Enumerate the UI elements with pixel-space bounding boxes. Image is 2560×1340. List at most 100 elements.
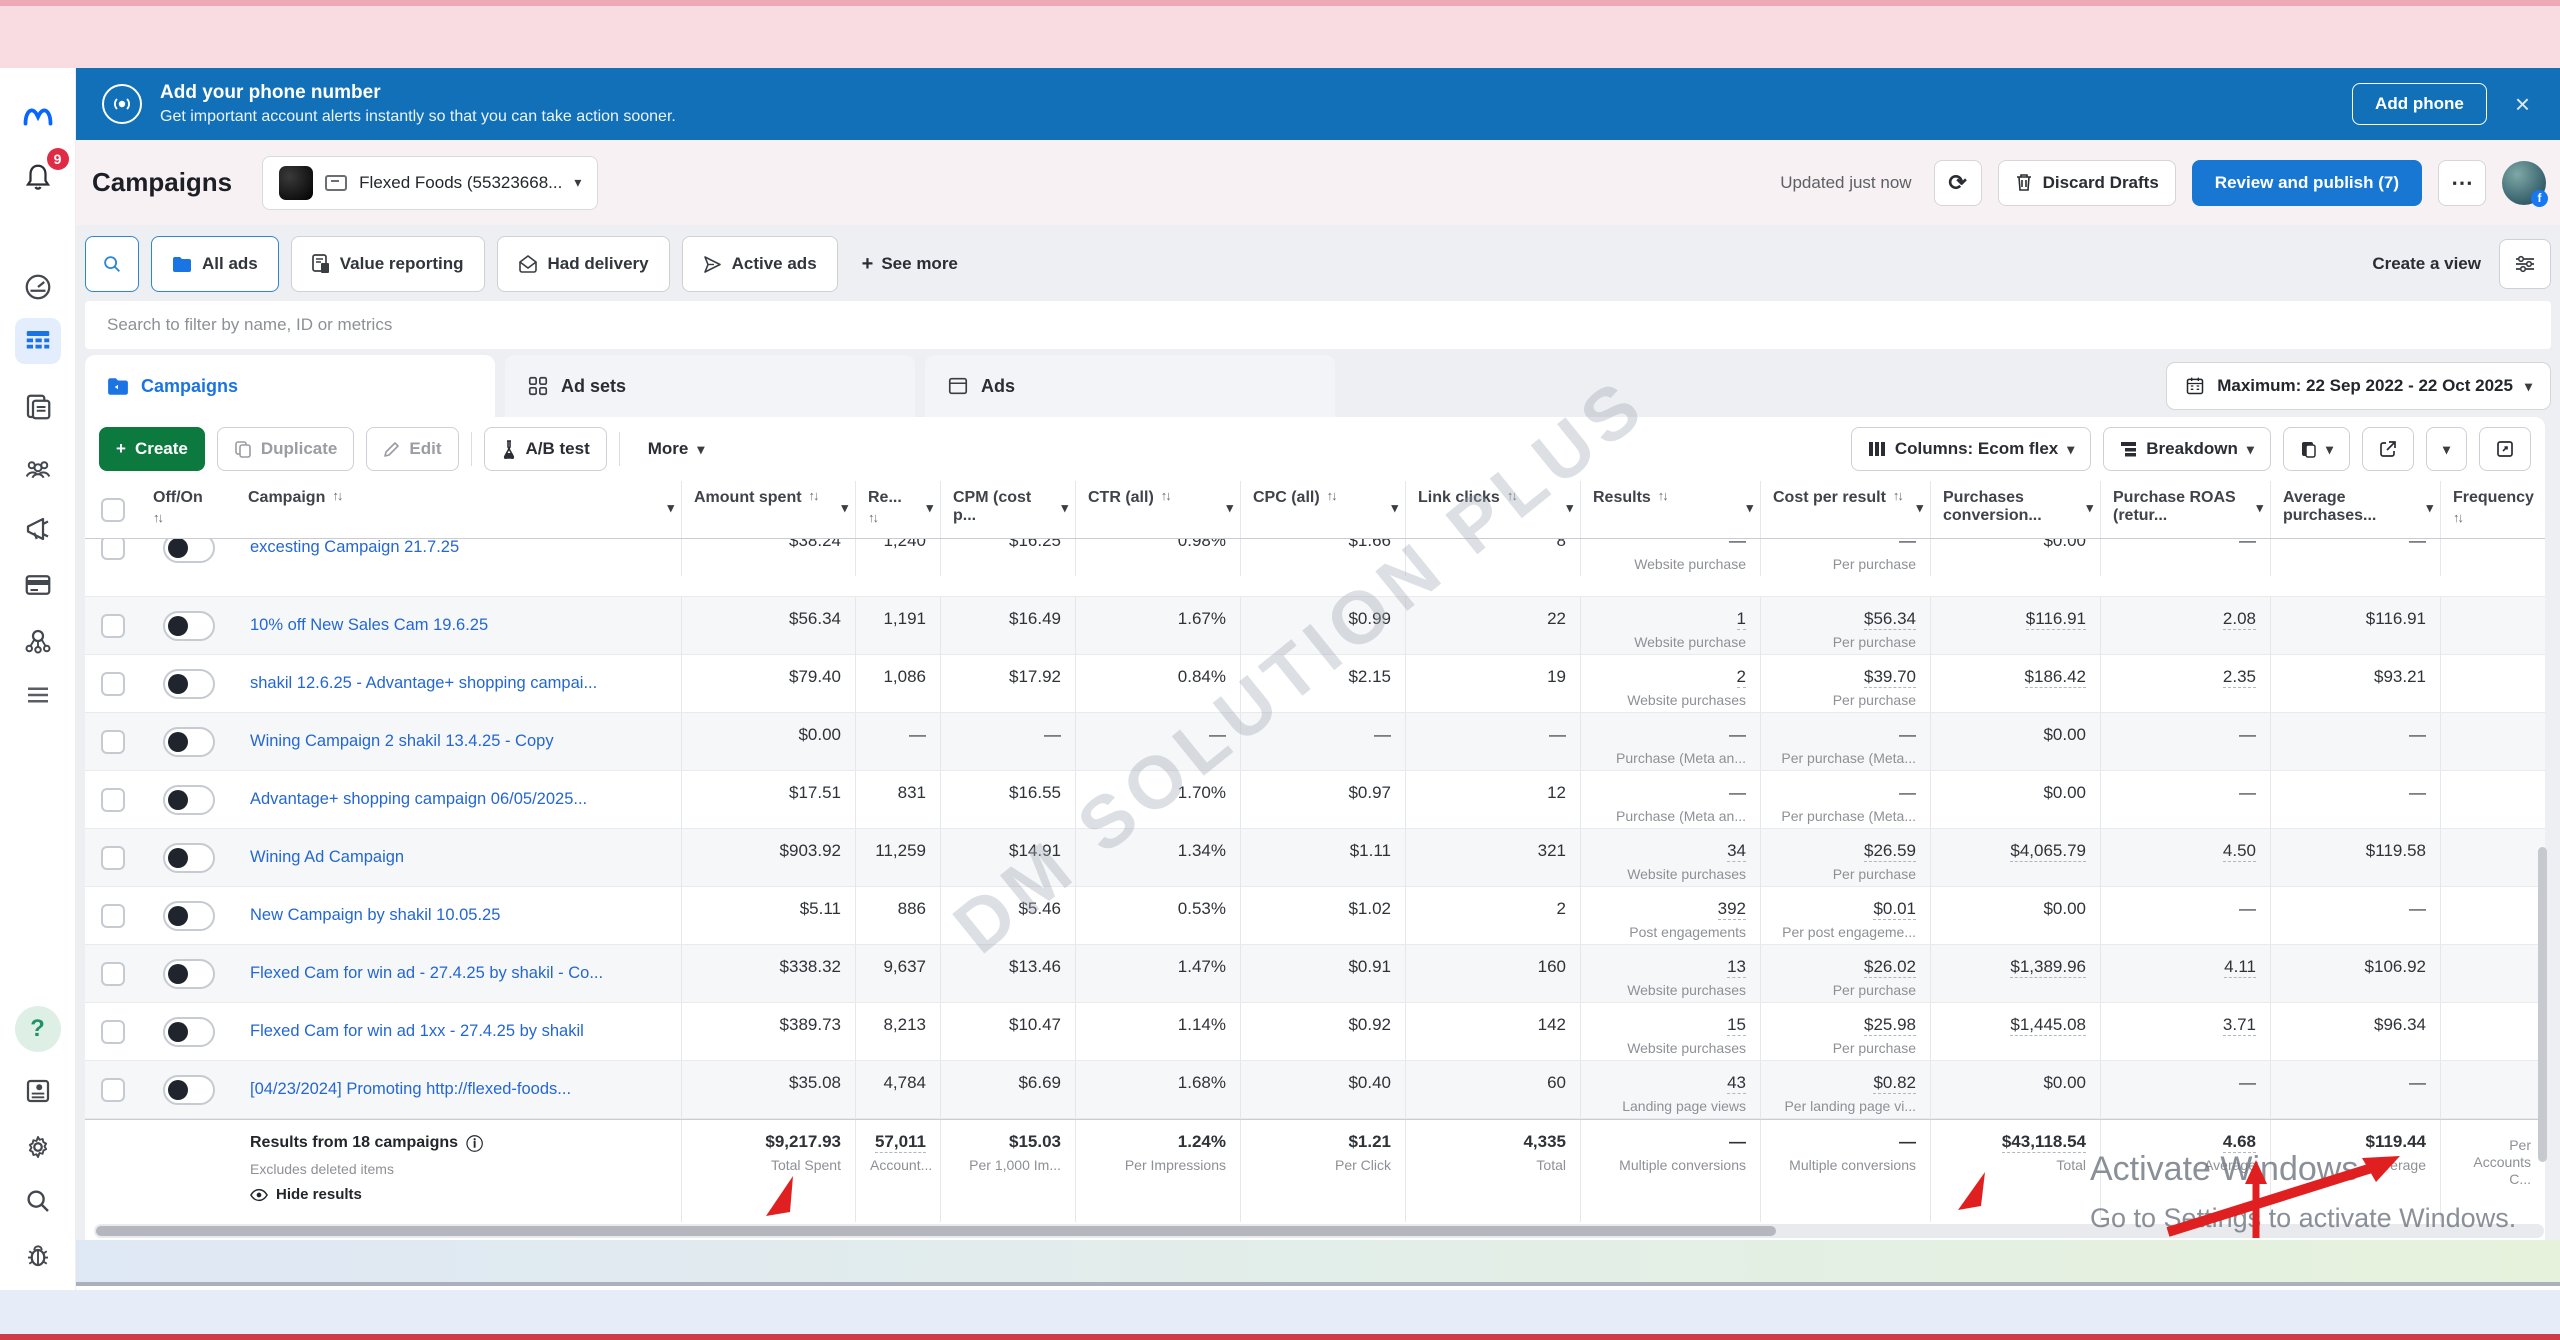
column-menu-caret-icon[interactable]: ▾ [926,501,933,516]
column-menu-caret-icon[interactable]: ▾ [1916,501,1923,516]
filter-chip-all-ads[interactable]: All ads [151,236,279,292]
column-menu-caret-icon[interactable]: ▾ [1226,501,1233,516]
toggle-switch[interactable] [163,539,215,563]
campaign-link[interactable]: excesting Campaign 21.7.25 [250,539,459,557]
column-header-purch[interactable]: Purchases conversion...▾ [1930,481,2100,538]
row-checkbox[interactable] [85,539,141,576]
column-header-results[interactable]: Results↑↓▾ [1580,481,1760,538]
column-menu-caret-icon[interactable]: ▾ [2086,501,2093,516]
campaign-link[interactable]: [04/23/2024] Promoting http://flexed-foo… [250,1080,571,1099]
tab-ads[interactable]: Ads [925,355,1335,417]
more-button[interactable]: More ▾ [632,427,721,471]
expand-table-button[interactable] [2479,427,2531,471]
sidebar-search-icon[interactable] [15,1178,61,1224]
campaign-toggle[interactable] [141,829,236,886]
campaign-toggle[interactable] [141,655,236,712]
billing-icon[interactable] [15,562,61,608]
export-button[interactable] [2362,427,2414,471]
toggle-switch[interactable] [163,843,215,873]
sort-icon[interactable]: ↑↓ [868,511,877,526]
row-checkbox[interactable] [85,597,141,654]
column-menu-caret-icon[interactable]: ▾ [2426,501,2433,516]
select-all-checkbox[interactable] [85,481,141,538]
row-checkbox[interactable] [85,945,141,1002]
help-icon[interactable]: ? [15,1006,61,1052]
edit-button[interactable]: Edit [366,427,458,471]
campaign-toggle[interactable] [141,1003,236,1060]
toggle-switch[interactable] [163,611,215,641]
toggle-switch[interactable] [163,959,215,989]
columns-button[interactable]: Columns: Ecom flex ▾ [1851,427,2091,471]
advertise-megaphone-icon[interactable] [15,506,61,552]
row-checkbox[interactable] [85,1003,141,1060]
campaign-toggle[interactable] [141,713,236,770]
campaign-link[interactable]: Flexed Cam for win ad 1xx - 27.4.25 by s… [250,1022,584,1041]
campaign-toggle[interactable] [141,1061,236,1118]
sort-icon[interactable]: ↑↓ [1507,489,1516,507]
ads-reporting-icon[interactable] [15,384,61,430]
view-settings-button[interactable] [2499,239,2551,289]
add-phone-button[interactable]: Add phone [2352,83,2487,125]
campaign-toggle[interactable] [141,771,236,828]
sort-icon[interactable]: ↑↓ [809,489,818,507]
filter-chip-value-reporting[interactable]: Value reporting [291,236,485,292]
refresh-button[interactable]: ⟳ [1934,160,1982,206]
tab-ad-sets[interactable]: Ad sets [505,355,915,417]
column-menu-caret-icon[interactable]: ▾ [1746,501,1753,516]
column-menu-caret-icon[interactable]: ▾ [2256,501,2263,516]
column-menu-caret-icon[interactable]: ▾ [841,501,848,516]
column-header-roas[interactable]: Purchase ROAS (retur...▾ [2100,481,2270,538]
hide-results-button[interactable]: Hide results [250,1186,667,1203]
campaign-toggle[interactable] [141,887,236,944]
row-checkbox[interactable] [85,1061,141,1118]
row-checkbox[interactable] [85,887,141,944]
connected-assets-icon[interactable] [15,618,61,664]
column-header-clicks[interactable]: Link clicks↑↓▾ [1405,481,1580,538]
sort-icon[interactable]: ↑↓ [153,511,162,526]
column-header-toggle[interactable]: Off/On↑↓ [141,481,236,538]
sort-icon[interactable]: ↑↓ [332,489,341,507]
campaign-link[interactable]: Wining Ad Campaign [250,848,404,867]
toggle-switch[interactable] [163,785,215,815]
toggle-switch[interactable] [163,669,215,699]
column-header-freq[interactable]: Frequency↑↓ [2440,481,2545,538]
campaign-toggle[interactable] [141,945,236,1002]
row-checkbox[interactable] [85,655,141,712]
discard-drafts-button[interactable]: Discard Drafts [1998,160,2176,206]
column-header-campaign[interactable]: Campaign↑↓▾ [236,481,681,538]
audiences-icon[interactable] [15,446,61,492]
row-checkbox[interactable] [85,829,141,886]
campaign-link[interactable]: New Campaign by shakil 10.05.25 [250,906,500,925]
campaign-toggle[interactable] [141,539,236,576]
settings-gear-icon[interactable] [15,1124,61,1170]
sort-icon[interactable]: ↑↓ [2453,511,2462,526]
campaign-link[interactable]: Wining Campaign 2 shakil 13.4.25 - Copy [250,732,554,751]
filter-chip-had-delivery[interactable]: Had delivery [497,236,670,292]
report-bug-icon[interactable] [15,1232,61,1278]
notifications-bell-icon[interactable]: 9 [15,154,61,200]
duplicate-button[interactable]: Duplicate [217,427,355,471]
column-menu-caret-icon[interactable]: ▾ [1391,501,1398,516]
ab-test-button[interactable]: A/B test [484,427,607,471]
search-input[interactable] [85,315,2551,335]
sort-icon[interactable]: ↑↓ [1658,489,1667,507]
user-avatar[interactable]: f [2502,161,2546,205]
column-menu-caret-icon[interactable]: ▾ [1566,501,1573,516]
banner-close-icon[interactable]: × [2515,91,2530,117]
column-header-ctr[interactable]: CTR (all)↑↓▾ [1075,481,1240,538]
toggle-switch[interactable] [163,1075,215,1105]
export-options-button[interactable]: ▾ [2426,427,2467,471]
breakdown-button[interactable]: Breakdown ▾ [2103,427,2271,471]
review-publish-button[interactable]: Review and publish (7) [2192,160,2422,206]
column-header-cpc[interactable]: CPC (all)↑↓▾ [1240,481,1405,538]
sort-icon[interactable]: ↑↓ [1161,489,1170,507]
column-menu-caret-icon[interactable]: ▾ [667,501,674,516]
create-view-button[interactable]: Create a view [2372,254,2481,274]
campaign-link[interactable]: Advantage+ shopping campaign 06/05/2025.… [250,790,587,809]
row-checkbox[interactable] [85,713,141,770]
account-selector[interactable]: Flexed Foods (55323668... ▾ [262,156,598,210]
horizontal-scrollbar-thumb[interactable] [96,1226,1776,1236]
campaign-link[interactable]: 10% off New Sales Cam 19.6.25 [250,616,488,635]
vertical-scrollbar[interactable] [2538,847,2547,1162]
all-tools-menu-icon[interactable] [15,672,61,718]
